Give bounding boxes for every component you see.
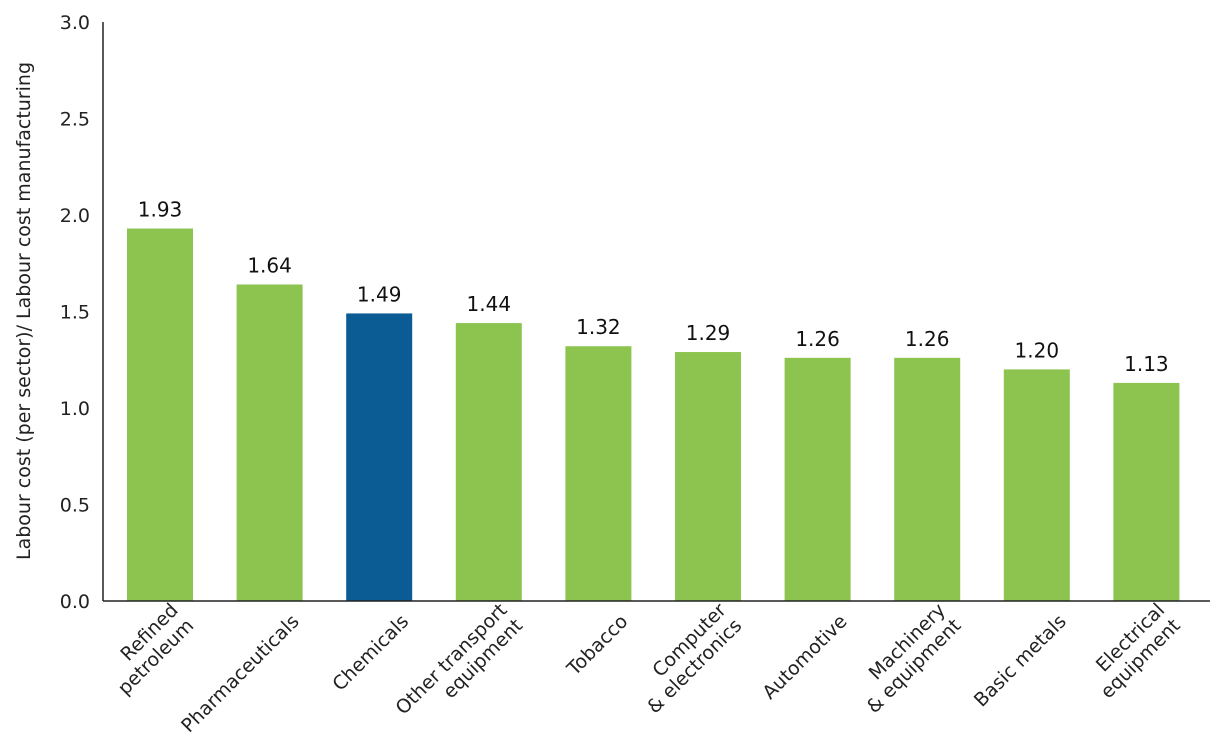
bar <box>894 357 961 601</box>
bar <box>127 228 193 601</box>
y-tick-label: 1.0 <box>60 398 90 420</box>
data-label: 1.44 <box>467 292 512 316</box>
bar <box>236 284 303 601</box>
bar <box>455 323 522 601</box>
data-label: 1.32 <box>576 315 621 339</box>
bar <box>1003 369 1070 601</box>
x-tick-label: Electricalequipment <box>1081 599 1185 703</box>
x-tick-label: Other transportequipment <box>391 599 527 735</box>
x-tick-label: Basic metals <box>970 610 1071 711</box>
data-label: 1.13 <box>1124 352 1169 376</box>
y-tick-label: 0.0 <box>60 591 90 613</box>
y-tick-label: 0.5 <box>60 495 90 517</box>
data-label: 1.29 <box>686 321 731 345</box>
x-tick-label: Machinery& equipment <box>847 599 966 718</box>
x-tick-label: Tobacco <box>562 610 632 680</box>
data-label: 1.20 <box>1015 338 1060 362</box>
y-tick-label: 2.5 <box>60 109 90 131</box>
y-tick-label: 2.0 <box>60 205 90 227</box>
y-tick-label: 1.5 <box>60 302 90 324</box>
bar <box>784 357 851 601</box>
bar <box>565 346 632 601</box>
x-tick-label: Computer& electronics <box>627 599 746 718</box>
x-tick-label: Automotive <box>758 610 851 703</box>
y-axis-label: Labour cost (per sector)/ Labour cost ma… <box>13 62 35 560</box>
data-label: 1.26 <box>905 327 950 351</box>
data-label: 1.49 <box>357 282 402 306</box>
bar <box>1113 382 1180 601</box>
y-tick-label: 3.0 <box>60 12 90 34</box>
data-label: 1.93 <box>138 198 183 222</box>
x-tick-label: Chemicals <box>328 610 413 695</box>
data-label: 1.64 <box>247 253 292 277</box>
data-label: 1.26 <box>795 327 840 351</box>
bar <box>675 352 741 601</box>
bar <box>346 313 413 601</box>
x-tick-label: Refinedpetroleum <box>98 599 198 699</box>
